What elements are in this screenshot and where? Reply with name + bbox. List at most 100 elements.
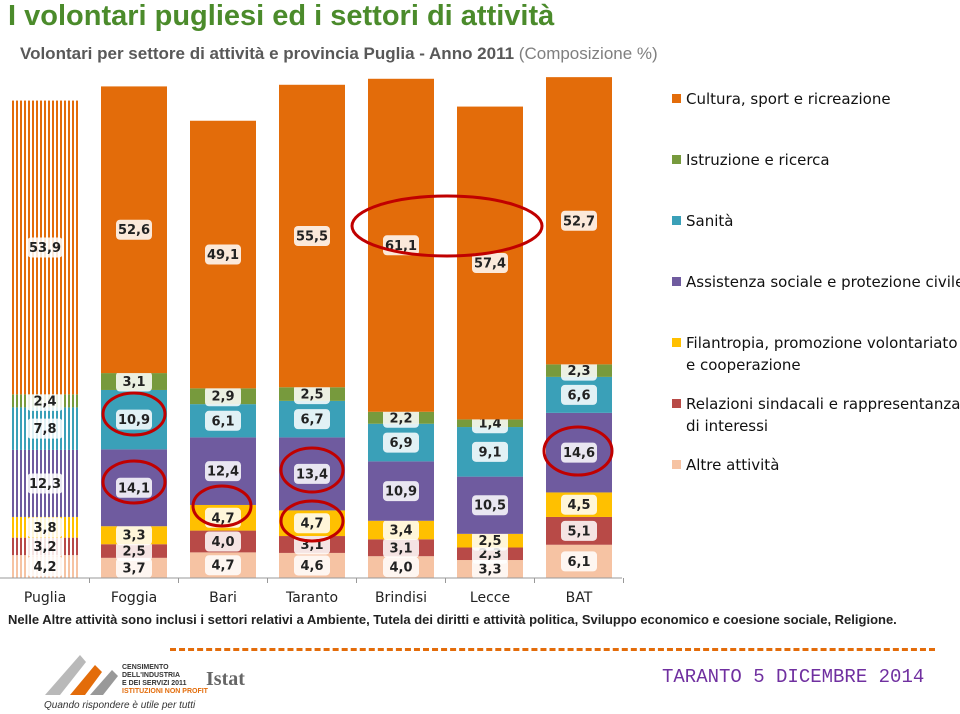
legend-item: Relazioni sindacali e rappresentanza di … — [672, 393, 960, 437]
data-label: 2,9 — [211, 390, 234, 405]
label-box — [383, 481, 419, 502]
census-line: E DEI SERVIZI 2011 — [122, 680, 187, 687]
label-box — [294, 384, 330, 405]
legend-item: Filantropia, promozione volontariato e c… — [672, 332, 960, 376]
label-box — [27, 418, 63, 439]
highlight-circle — [101, 391, 167, 437]
label-box — [27, 517, 63, 538]
census-sub: ISTITUZIONI NON PROFIT — [122, 688, 208, 695]
legend-label: Sanità — [686, 212, 734, 230]
data-label: 4,7 — [211, 559, 234, 574]
istat-logo: Istat — [206, 668, 245, 690]
data-label: 5,1 — [567, 524, 590, 539]
legend-label: Filantropia, promozione volontariato e c… — [686, 334, 958, 374]
legend-swatch — [672, 94, 681, 103]
legend-swatch — [672, 460, 681, 469]
census-text: CENSIMENTO DELL'INDUSTRIA E DEI SERVIZI … — [122, 664, 208, 696]
census-line: DELL'INDUSTRIA — [122, 672, 181, 679]
subtitle-note: (Composizione %) — [518, 44, 658, 63]
data-label: 4,5 — [567, 498, 590, 513]
data-label: 2,3 — [567, 364, 590, 379]
data-label: 10,9 — [385, 485, 417, 500]
data-label: 55,5 — [296, 230, 328, 245]
legend-label: Assistenza sociale e protezione civile — [686, 273, 960, 291]
label-box — [472, 495, 508, 516]
label-box — [116, 557, 152, 578]
legend-label: Istruzione e ricerca — [686, 151, 830, 169]
label-box — [205, 410, 241, 431]
data-label: 52,7 — [563, 214, 595, 229]
legend-swatch — [672, 277, 681, 286]
data-label: 6,1 — [567, 555, 590, 570]
label-box — [205, 244, 241, 265]
data-label: 4,2 — [33, 560, 56, 575]
label-box — [383, 537, 419, 558]
data-label: 57,4 — [474, 256, 506, 271]
x-tick-label: Puglia — [24, 590, 66, 606]
legend-swatch — [672, 155, 681, 164]
label-box — [383, 557, 419, 578]
tagline: Quando rispondere è utile per tutti — [44, 700, 196, 711]
label-box — [561, 520, 597, 541]
label-box — [205, 555, 241, 576]
label-box — [561, 494, 597, 515]
legend-swatch — [672, 216, 681, 225]
legend-swatch — [672, 338, 681, 347]
data-label: 2,4 — [33, 394, 56, 409]
highlight-circle — [279, 499, 345, 543]
highlight-circle — [542, 425, 614, 477]
legend-swatch — [672, 399, 681, 408]
label-box — [116, 525, 152, 546]
census-logo — [45, 655, 118, 695]
logo-shape — [90, 670, 118, 695]
label-box — [472, 252, 508, 273]
data-label: 4,0 — [211, 535, 234, 550]
x-tick-label: Taranto — [285, 590, 338, 606]
label-box — [205, 531, 241, 552]
annotations — [101, 194, 614, 543]
data-label: 53,9 — [29, 241, 61, 256]
label-box — [294, 226, 330, 247]
label-box — [561, 384, 597, 405]
divider — [170, 648, 935, 651]
label-box — [27, 473, 63, 494]
label-box — [561, 360, 597, 381]
label-box — [116, 477, 152, 498]
legend-item: Assistenza sociale e protezione civile — [672, 271, 960, 293]
label-box — [116, 219, 152, 240]
label-box — [116, 409, 152, 430]
label-box — [383, 432, 419, 453]
legend-item: Istruzione e ricerca — [672, 149, 960, 171]
x-tick-label: Foggia — [111, 590, 157, 606]
data-label: 3,3 — [122, 529, 145, 544]
data-label: 6,6 — [567, 388, 590, 403]
label-box — [294, 409, 330, 430]
data-label: 1,4 — [478, 417, 501, 432]
legend-item: Sanità — [672, 210, 960, 232]
data-label: 2,5 — [300, 388, 323, 403]
logo-shape — [70, 665, 102, 695]
legend-item: Cultura, sport e ricreazione — [672, 88, 960, 110]
label-box — [561, 442, 597, 463]
event: TARANTO 5 DICEMBRE 2014 — [662, 666, 925, 688]
label-box — [294, 555, 330, 576]
legend-label: Cultura, sport e ricreazione — [686, 90, 891, 108]
data-label: 10,9 — [118, 413, 150, 428]
data-label: 4,7 — [300, 517, 323, 532]
label-box — [472, 441, 508, 462]
label-box — [472, 530, 508, 551]
label-box — [561, 551, 597, 572]
data-label: 2,5 — [122, 545, 145, 560]
data-label: 3,3 — [478, 563, 501, 578]
title: I volontari pugliesi ed i settori di att… — [8, 0, 555, 32]
highlight-oval — [350, 194, 544, 258]
label-box — [383, 520, 419, 541]
data-label: 13,4 — [296, 467, 328, 482]
legend-label: Altre attività — [686, 456, 780, 474]
data-label: 2,5 — [478, 534, 501, 549]
data-label: 4,7 — [211, 511, 234, 526]
data-label: 6,9 — [389, 436, 412, 451]
label-box — [561, 210, 597, 231]
